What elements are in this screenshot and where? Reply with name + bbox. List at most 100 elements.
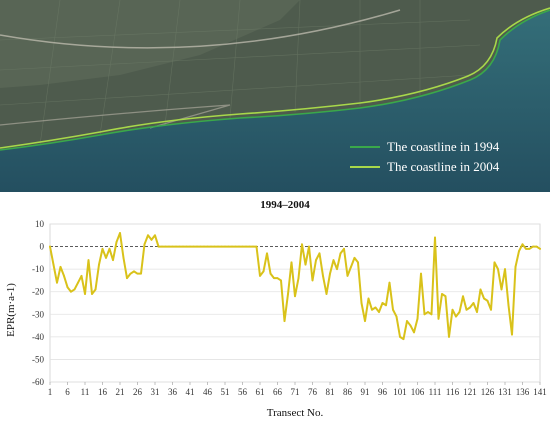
- legend: The coastline in 1994 The coastline in 2…: [350, 139, 500, 174]
- epr-series-line: [49, 232, 541, 341]
- y-tick-label: -40: [32, 332, 44, 342]
- x-tick-label: 101: [393, 387, 407, 397]
- epr-data-point: [444, 295, 447, 298]
- epr-data-point: [476, 311, 478, 313]
- epr-chart: 1994–2004 100-10-20-30-40-50-601 6 11 16 21 2…: [5, 199, 547, 419]
- epr-data-point: [185, 245, 188, 248]
- epr-data-point: [136, 272, 139, 275]
- grid-layer: [49, 223, 541, 383]
- y-axis-title: EPR(m·a-1): [5, 283, 17, 337]
- legend-label-1994: The coastline in 1994: [387, 139, 500, 154]
- epr-data-point: [266, 252, 268, 255]
- epr-data-point: [535, 245, 538, 248]
- epr-data-point: [332, 259, 335, 262]
- satellite-image: The coastline in 1994 The coastline in 2…: [0, 0, 550, 192]
- x-tick-label: 116: [446, 387, 460, 397]
- epr-data-point: [290, 261, 293, 264]
- x-tick-label: 111: [429, 387, 442, 397]
- epr-data-point: [420, 272, 422, 275]
- epr-data-point: [157, 245, 160, 248]
- x-tick-label: 96: [378, 387, 388, 397]
- epr-data-point: [77, 281, 79, 284]
- epr-data-point: [147, 234, 149, 237]
- x-tick-label: 41: [186, 387, 195, 397]
- x-tick-label: 71: [291, 387, 300, 397]
- epr-data-point: [192, 245, 195, 248]
- epr-data-point: [199, 245, 202, 248]
- epr-data-point: [367, 297, 370, 300]
- x-tick-label: 26: [133, 387, 143, 397]
- epr-data-point: [210, 245, 212, 248]
- epr-data-point: [143, 243, 146, 246]
- epr-data-point: [129, 272, 132, 275]
- epr-data-point: [56, 281, 58, 284]
- chart-panel: 1994–2004 10 0 -10 -20 -30 -40 -50 -60 1 6 11 16 21 2…: [0, 192, 550, 425]
- plot-frame: [49, 223, 541, 383]
- epr-data-point: [416, 317, 419, 320]
- epr-data-point: [294, 295, 296, 298]
- legend-label-2004: The coastline in 2004: [387, 159, 500, 174]
- epr-data-point: [59, 265, 62, 268]
- epr-data-point: [350, 265, 352, 268]
- epr-data-point: [154, 234, 156, 237]
- epr-data-point: [304, 263, 307, 266]
- epr-data-point: [182, 245, 184, 248]
- epr-data-point: [374, 306, 377, 309]
- epr-data-point: [161, 245, 163, 248]
- epr-data-point: [388, 281, 391, 284]
- epr-data-point: [381, 302, 384, 304]
- epr-data-point: [493, 261, 496, 264]
- coastline-2004: [0, 7, 550, 149]
- epr-data-point: [441, 293, 443, 295]
- field-grid: [0, 0, 481, 146]
- epr-data-point: [217, 245, 219, 248]
- epr-data-point: [150, 238, 153, 241]
- epr-data-point: [105, 256, 107, 259]
- epr-data-point: [234, 245, 237, 248]
- x-tick-label: 76: [308, 387, 318, 397]
- x-tick-label: 81: [326, 387, 335, 397]
- epr-data-point: [483, 297, 485, 300]
- epr-data-point: [308, 245, 310, 248]
- y-tick-label: 10: [35, 219, 45, 229]
- epr-data-point: [430, 313, 433, 316]
- y-tick-label: -50: [32, 354, 44, 364]
- epr-data-point: [455, 315, 457, 318]
- epr-data-point: [245, 245, 247, 248]
- epr-data-point: [339, 252, 342, 255]
- epr-data-point: [241, 245, 244, 248]
- x-axis-title: Transect No.: [267, 407, 324, 419]
- coastline-map: The coastline in 1994 The coastline in 2…: [0, 0, 550, 192]
- x-tick-label: 86: [343, 387, 353, 397]
- epr-data-point: [301, 243, 303, 246]
- epr-data-point: [465, 308, 468, 311]
- epr-data-point: [329, 272, 331, 275]
- epr-data-point: [392, 308, 394, 311]
- epr-data-point: [52, 263, 55, 266]
- epr-data-point: [318, 252, 321, 255]
- epr-data-point: [126, 277, 128, 280]
- epr-data-point: [98, 263, 100, 266]
- epr-data-point: [360, 302, 363, 304]
- epr-data-point: [101, 247, 104, 250]
- epr-data-point: [220, 245, 223, 248]
- series-layer: [49, 232, 541, 341]
- epr-data-point: [472, 302, 475, 304]
- epr-data-point: [437, 317, 440, 320]
- epr-data-point: [371, 308, 373, 311]
- road: [0, 9, 401, 49]
- x-tick-label: 16: [98, 387, 108, 397]
- epr-data-point: [273, 277, 275, 280]
- x-tick-label: 31: [151, 387, 160, 397]
- epr-data-point: [409, 324, 412, 327]
- epr-data-point: [108, 247, 111, 250]
- coastline-1994: [0, 9, 550, 151]
- epr-data-point: [521, 243, 524, 246]
- epr-data-point: [87, 259, 90, 262]
- x-tick-label: 61: [256, 387, 265, 397]
- epr-data-point: [343, 247, 345, 250]
- epr-data-point: [70, 290, 72, 293]
- epr-data-point: [94, 288, 97, 291]
- y-tick-label: -10: [32, 264, 44, 274]
- epr-data-point: [115, 241, 118, 243]
